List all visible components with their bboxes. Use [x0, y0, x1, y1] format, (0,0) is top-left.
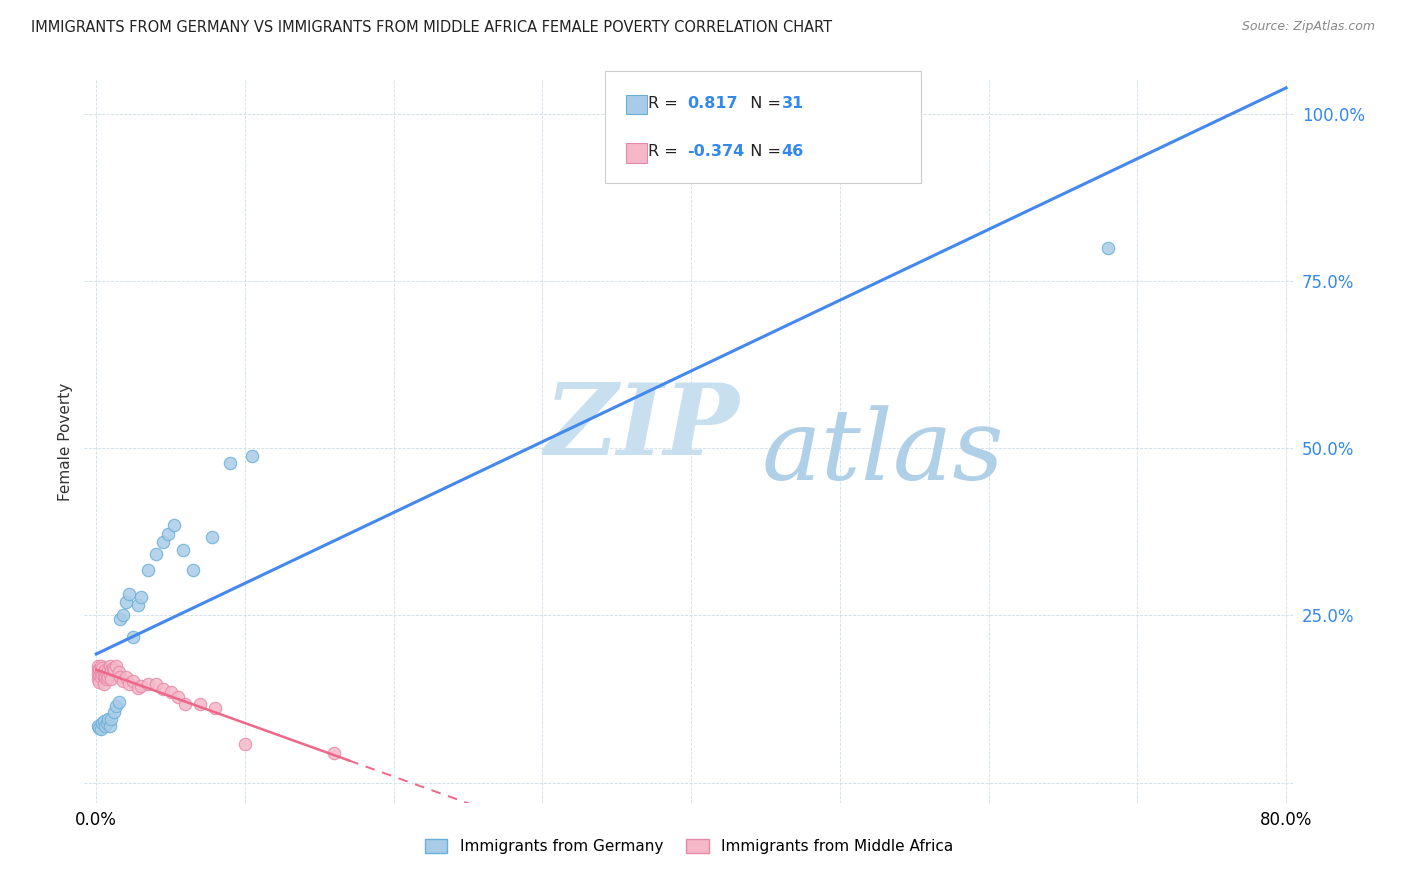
Point	[104, 698, 127, 713]
Point	[91, 667, 114, 681]
Point	[162, 518, 184, 533]
Point	[136, 676, 159, 690]
Point	[94, 719, 117, 733]
Point	[100, 664, 122, 678]
Point	[98, 719, 121, 733]
Point	[91, 715, 114, 730]
Point	[201, 530, 224, 544]
Point	[129, 679, 152, 693]
Point	[152, 534, 174, 549]
Point	[107, 665, 129, 680]
Point	[174, 697, 197, 711]
Point	[118, 587, 141, 601]
Point	[204, 701, 226, 715]
Point	[97, 712, 120, 726]
Point	[87, 658, 110, 673]
Point	[94, 670, 117, 684]
Point	[122, 630, 145, 644]
Point	[115, 670, 138, 684]
Text: R =: R =	[648, 96, 683, 112]
Point	[87, 667, 110, 681]
Text: N =: N =	[740, 145, 786, 160]
Point	[108, 612, 131, 626]
Text: R =: R =	[648, 145, 683, 160]
Point	[156, 526, 179, 541]
Text: 31: 31	[782, 96, 804, 112]
Point	[127, 599, 149, 613]
Point	[104, 658, 127, 673]
Y-axis label: Female Poverty: Female Poverty	[58, 383, 73, 500]
Point	[98, 658, 121, 673]
Point	[100, 712, 122, 726]
Point	[145, 676, 167, 690]
Point	[190, 697, 212, 711]
Point	[115, 595, 138, 609]
Point	[112, 608, 135, 623]
Point	[89, 669, 111, 683]
Point	[96, 667, 118, 681]
Point	[108, 670, 131, 684]
Point	[91, 660, 114, 675]
Point	[89, 675, 111, 690]
Point	[98, 667, 121, 681]
Point	[159, 685, 181, 699]
Point	[1097, 240, 1119, 255]
Point	[89, 662, 111, 676]
Point	[167, 690, 190, 705]
Point	[93, 665, 115, 680]
Point	[94, 664, 117, 678]
Point	[181, 563, 204, 577]
Point	[100, 672, 122, 686]
Point	[96, 715, 118, 730]
Legend: Immigrants from Germany, Immigrants from Middle Africa: Immigrants from Germany, Immigrants from…	[419, 833, 959, 860]
Text: Source: ZipAtlas.com: Source: ZipAtlas.com	[1241, 20, 1375, 33]
Point	[145, 547, 167, 561]
Point	[93, 676, 115, 690]
Point	[233, 737, 256, 751]
Point	[87, 719, 110, 733]
Text: N =: N =	[740, 96, 786, 112]
Text: ZIP: ZIP	[544, 379, 738, 475]
Point	[97, 664, 120, 678]
Text: 46: 46	[782, 145, 804, 160]
Point	[90, 723, 112, 737]
Point	[136, 563, 159, 577]
Point	[89, 721, 111, 735]
Point	[122, 674, 145, 689]
Text: IMMIGRANTS FROM GERMANY VS IMMIGRANTS FROM MIDDLE AFRICA FEMALE POVERTY CORRELAT: IMMIGRANTS FROM GERMANY VS IMMIGRANTS FR…	[31, 20, 832, 35]
Point	[93, 714, 115, 728]
Point	[242, 450, 264, 464]
Text: atlas: atlas	[762, 405, 1004, 500]
Point	[90, 658, 112, 673]
Point	[90, 670, 112, 684]
Point	[101, 660, 124, 675]
Point	[103, 706, 125, 720]
Text: -0.374: -0.374	[688, 145, 745, 160]
Point	[112, 674, 135, 689]
Point	[96, 672, 118, 686]
Point	[107, 696, 129, 710]
Point	[93, 670, 115, 684]
Point	[97, 670, 120, 684]
Point	[87, 664, 110, 678]
Point	[219, 456, 242, 470]
Point	[129, 590, 152, 604]
Text: 0.817: 0.817	[688, 96, 738, 112]
Point	[87, 672, 110, 686]
Point	[90, 665, 112, 680]
Point	[152, 681, 174, 696]
Point	[323, 746, 346, 760]
Point	[127, 681, 149, 695]
Point	[172, 542, 194, 557]
Point	[103, 664, 125, 678]
Point	[118, 676, 141, 690]
